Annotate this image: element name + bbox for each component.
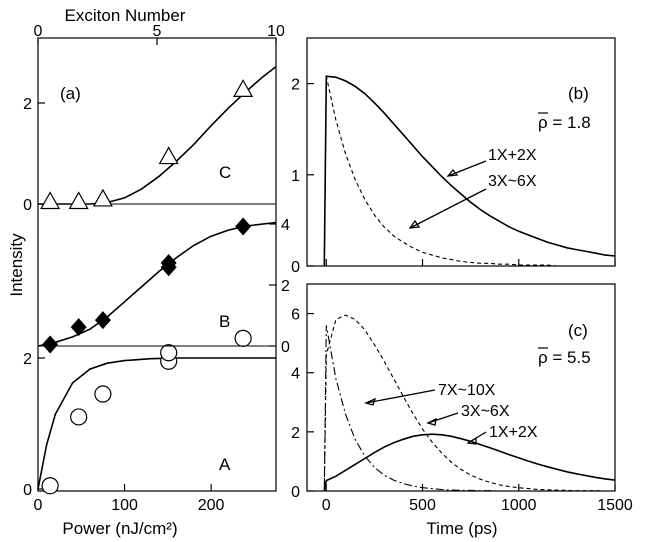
panel-b-content-series-line <box>323 76 615 267</box>
panel-c-series-1x2x-label: 1X+2X <box>489 424 538 441</box>
panel-a-marker-B <box>42 335 59 354</box>
panel-c-series-3x6x-label: 3X~6X <box>461 403 510 420</box>
panel-c-arrowhead-1x2x <box>466 436 477 445</box>
panel-c-label: (c) <box>568 321 588 340</box>
panel-c: (c) ρ = 5.5 7X~10X 3X~6X 1X+2X Time (ps)… <box>291 283 633 538</box>
panel-b-arrowhead-1x2x <box>446 168 459 177</box>
panel-a-right-y-tick-label: 2 <box>281 278 290 295</box>
panel-b: (b) ρ = 1.8 1X+2X 3X~6X 0 1 2 <box>291 37 616 276</box>
panel-c-content-x-tick-label: 1500 <box>597 497 633 514</box>
panel-c-content-y-tick-label: 0 <box>291 484 300 501</box>
panel-a-y-tick-label: 2 <box>23 96 32 113</box>
panel-a-top-axis-title: Exciton Number <box>65 6 186 25</box>
panel-b-arrow-1x2x <box>447 160 487 177</box>
panel-a-marker-C <box>233 79 254 97</box>
panel-a-marker-A <box>234 329 252 347</box>
panel-b-content-series-line <box>323 75 616 267</box>
panel-a-series-a-label: A <box>219 455 231 474</box>
panel-c-x-axis-title: Time (ps) <box>426 519 497 538</box>
panel-a-x-tick-label: 100 <box>111 497 138 514</box>
panel-a-top-tick-label: 5 <box>153 23 162 40</box>
panel-a-series-b-label: B <box>219 312 230 331</box>
panel-a-top-tick-label: 10 <box>267 23 285 40</box>
panel-b-content-y-tick-label: 0 <box>291 259 300 276</box>
panel-b-series-1x2x-label: 1X+2X <box>488 147 537 164</box>
panel-a-fit-curve-B <box>37 221 277 347</box>
panel-a-y-tick-label: 0 <box>23 197 32 214</box>
panel-c-content-x-tick-label: 1000 <box>501 497 537 514</box>
panel-a-marker-C <box>40 191 61 210</box>
panel-a-x-tick-label: 0 <box>34 497 43 514</box>
panel-c-series-7x10x-label: 7X~10X <box>438 382 496 399</box>
panel-a-marker-A <box>41 477 59 495</box>
panel-c-content-y-tick-label: 6 <box>291 307 300 324</box>
panel-b-label: (b) <box>568 84 589 103</box>
panel-c-content-series-line <box>323 433 616 492</box>
panel-a-marker-A <box>160 344 178 362</box>
panel-b-content-y-tick-label: 1 <box>291 168 300 185</box>
panel-a-right-y-tick-label: 0 <box>281 339 290 356</box>
panel-c-content-x-tick-label: 0 <box>322 497 331 514</box>
panel-a-marker-B <box>160 254 177 273</box>
panel-a-y-axis-title: Intensity <box>7 233 26 297</box>
panel-a-marker-C <box>158 146 179 165</box>
panel-a-x-tick-label: 200 <box>198 497 225 514</box>
panel-c-arrow-7x10x <box>365 389 436 404</box>
panel-c-arrowhead-7x10x <box>364 397 377 406</box>
panel-c-content-series-line <box>323 314 615 492</box>
panel-c-arrow-3x6x <box>427 412 459 424</box>
panel-b-arrow-3x6x <box>409 188 487 229</box>
panel-a-marker-B <box>94 311 111 330</box>
panel-a: Exciton Number Power (nJ/cm²) Intensity … <box>7 6 290 538</box>
panel-a-marker-B <box>70 318 87 337</box>
panel-a-series-c-label: C <box>219 163 231 182</box>
panel-a-y-tick-label: 2 <box>23 351 32 368</box>
panel-c-content-y-tick-label: 4 <box>291 366 300 383</box>
panel-a-fit-curve-A <box>37 357 276 490</box>
panel-b-frame <box>306 37 616 267</box>
panel-b-content-y-tick-label: 2 <box>291 77 300 94</box>
panel-a-y-tick-label: 0 <box>23 482 32 499</box>
panel-a-right-y-tick-label: 4 <box>281 217 290 234</box>
panel-c-content-y-tick-label: 2 <box>291 425 300 442</box>
panel-c-arrowhead-3x6x <box>426 417 437 426</box>
panel-a-marker-C <box>92 188 113 207</box>
panel-c-content-x-tick-label: 500 <box>409 497 436 514</box>
panel-a-x-axis-title: Power (nJ/cm²) <box>62 519 177 538</box>
panel-a-label: (a) <box>60 84 81 103</box>
panel-b-rho-label: ρ = 1.8 <box>538 113 591 132</box>
panel-b-series-3x6x-label: 3X~6X <box>488 173 537 190</box>
panel-a-marker-A <box>70 408 88 426</box>
panel-a-marker-B <box>235 217 252 236</box>
panel-a-top-tick-label: 0 <box>34 23 43 40</box>
panel-c-plot-area: 0 500 1000 1500 0 2 4 6 <box>291 307 633 514</box>
panel-c-rho-label: ρ = 5.5 <box>538 348 591 367</box>
panel-a-marker-C <box>68 191 89 210</box>
panel-a-marker-A <box>94 385 112 403</box>
panel-c-frame <box>306 283 616 492</box>
panel-b-plot-area: 0 1 2 <box>291 75 616 276</box>
panel-b-arrowhead-3x6x <box>408 219 421 229</box>
